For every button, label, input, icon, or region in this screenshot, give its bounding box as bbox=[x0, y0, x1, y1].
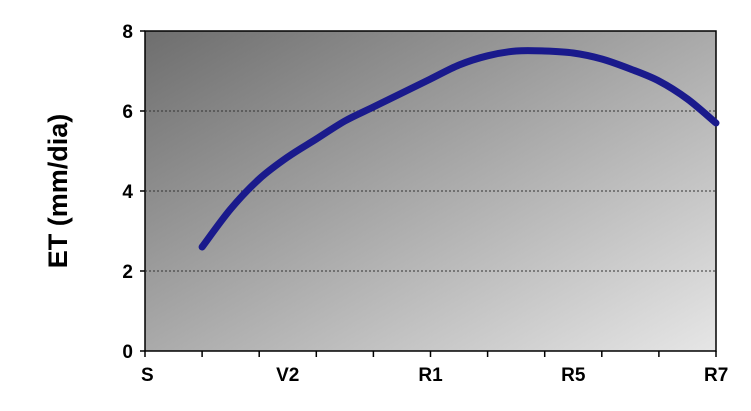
x-tick-label: S bbox=[141, 365, 154, 386]
x-tick-label: R7 bbox=[704, 365, 728, 386]
grid-lines bbox=[145, 110, 716, 272]
y-tick-label: 0 bbox=[122, 342, 133, 363]
x-tick-label: V2 bbox=[276, 365, 299, 386]
x-tick-label: R1 bbox=[418, 365, 443, 386]
x-tick-labels: S V2 R1 R5 R7 bbox=[141, 365, 728, 386]
y-tick-label: 2 bbox=[122, 262, 133, 283]
y-tick-label: 4 bbox=[122, 182, 133, 203]
x-tick-label: R5 bbox=[561, 365, 586, 386]
axes bbox=[140, 30, 717, 357]
series-layer bbox=[198, 47, 720, 251]
y-tick-labels: 0 2 4 6 8 bbox=[122, 22, 133, 363]
y-axis-title: ET (mm/dia) bbox=[43, 114, 73, 269]
y-tick-label: 8 bbox=[122, 22, 133, 43]
y-tick-label: 6 bbox=[122, 102, 133, 123]
